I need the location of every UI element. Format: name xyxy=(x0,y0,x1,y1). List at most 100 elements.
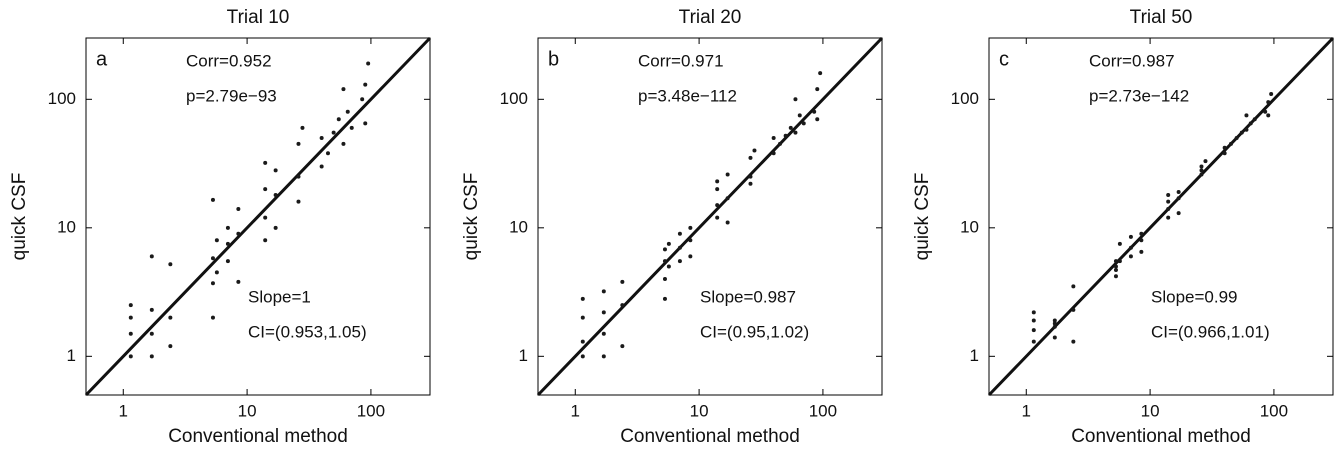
data-point xyxy=(168,315,173,320)
panel-label: c xyxy=(999,48,1009,70)
data-point xyxy=(1128,254,1133,259)
identity-line xyxy=(987,36,1335,397)
data-point xyxy=(793,130,798,135)
data-point xyxy=(1166,207,1171,212)
data-point xyxy=(715,203,720,208)
x-axis-label: Conventional method xyxy=(168,426,348,447)
annotation: p=3.48e−112 xyxy=(638,86,737,105)
data-point xyxy=(1203,159,1208,164)
data-point xyxy=(168,262,173,267)
data-point xyxy=(149,254,154,259)
data-point xyxy=(601,310,606,315)
data-point xyxy=(263,238,268,243)
data-point xyxy=(771,151,776,156)
data-point xyxy=(662,276,667,281)
data-point xyxy=(688,238,693,243)
data-point xyxy=(1199,172,1204,177)
data-point xyxy=(273,193,278,198)
data-point xyxy=(128,331,133,336)
data-point xyxy=(336,117,341,122)
data-point xyxy=(688,225,693,230)
data-point xyxy=(296,174,301,179)
data-point xyxy=(1166,215,1171,220)
data-point xyxy=(149,331,154,336)
data-point xyxy=(214,238,219,243)
y-tick-label: 1 xyxy=(67,346,76,365)
x-tick-label: 100 xyxy=(357,401,385,420)
x-tick-label: 10 xyxy=(690,401,709,420)
data-point xyxy=(360,97,365,102)
data-point xyxy=(325,151,330,156)
y-tick-label: 1 xyxy=(519,346,528,365)
annotation: p=2.79e−93 xyxy=(186,86,277,105)
data-point xyxy=(1052,318,1057,323)
data-point xyxy=(345,109,350,114)
subplot-title: Trial 10 xyxy=(227,7,290,28)
data-point xyxy=(263,187,268,192)
data-point xyxy=(1199,168,1204,173)
data-point xyxy=(366,61,371,66)
data-point xyxy=(1266,113,1271,118)
data-point xyxy=(363,121,368,126)
annotation: Slope=0.987 xyxy=(700,287,796,306)
data-point xyxy=(620,303,625,308)
data-point xyxy=(748,155,753,160)
data-point xyxy=(793,97,798,102)
data-point xyxy=(349,125,354,130)
data-point xyxy=(1269,91,1274,96)
data-point xyxy=(300,125,305,130)
data-point xyxy=(580,339,585,344)
x-axis-label: Conventional method xyxy=(1071,426,1251,447)
y-tick-label: 100 xyxy=(48,89,76,108)
subplot: Trial 20 Conventional method quick CSF 1 10 1… xyxy=(461,7,884,447)
data-point xyxy=(1266,100,1271,105)
y-axis-label: quick CSF xyxy=(461,173,482,261)
data-point xyxy=(1052,335,1057,340)
identity-line xyxy=(84,36,432,397)
data-point xyxy=(677,259,682,264)
y-tick-label: 10 xyxy=(509,217,528,236)
data-point xyxy=(1031,339,1036,344)
data-point xyxy=(801,121,806,126)
data-point xyxy=(1031,328,1036,333)
panel-label: b xyxy=(548,48,559,70)
annotation: CI=(0.966,1.01) xyxy=(1151,322,1270,341)
data-point xyxy=(620,279,625,284)
plot-frame xyxy=(537,37,883,396)
annotation: CI=(0.953,1.05) xyxy=(248,322,367,341)
data-point xyxy=(210,256,215,261)
plot-frame xyxy=(988,37,1334,396)
subplot-title: Trial 50 xyxy=(1130,7,1193,28)
data-point xyxy=(815,87,820,92)
data-point xyxy=(1222,145,1227,150)
x-tick-label: 10 xyxy=(238,401,257,420)
data-point xyxy=(1071,307,1076,312)
data-point xyxy=(1176,196,1181,201)
data-point xyxy=(1113,267,1118,272)
data-point xyxy=(168,344,173,349)
data-point xyxy=(580,354,585,359)
data-point xyxy=(677,245,682,250)
data-point xyxy=(236,231,241,236)
data-point xyxy=(1222,151,1227,156)
data-point xyxy=(1263,109,1268,114)
data-point xyxy=(662,259,667,264)
data-point xyxy=(296,199,301,204)
data-point xyxy=(210,281,215,286)
annotation: Corr=0.952 xyxy=(186,51,272,70)
data-point xyxy=(225,259,230,264)
y-tick-label: 100 xyxy=(951,89,979,108)
data-point xyxy=(1234,135,1239,140)
data-point xyxy=(788,125,793,130)
x-tick-label: 100 xyxy=(809,401,837,420)
data-point xyxy=(263,215,268,220)
data-point xyxy=(725,220,730,225)
data-point xyxy=(715,179,720,184)
panel-label: a xyxy=(96,48,108,70)
data-point xyxy=(225,241,230,246)
annotation: p=2.73e−142 xyxy=(1089,86,1189,105)
data-point xyxy=(818,71,823,76)
data-point xyxy=(236,207,241,212)
data-point xyxy=(1248,121,1253,126)
